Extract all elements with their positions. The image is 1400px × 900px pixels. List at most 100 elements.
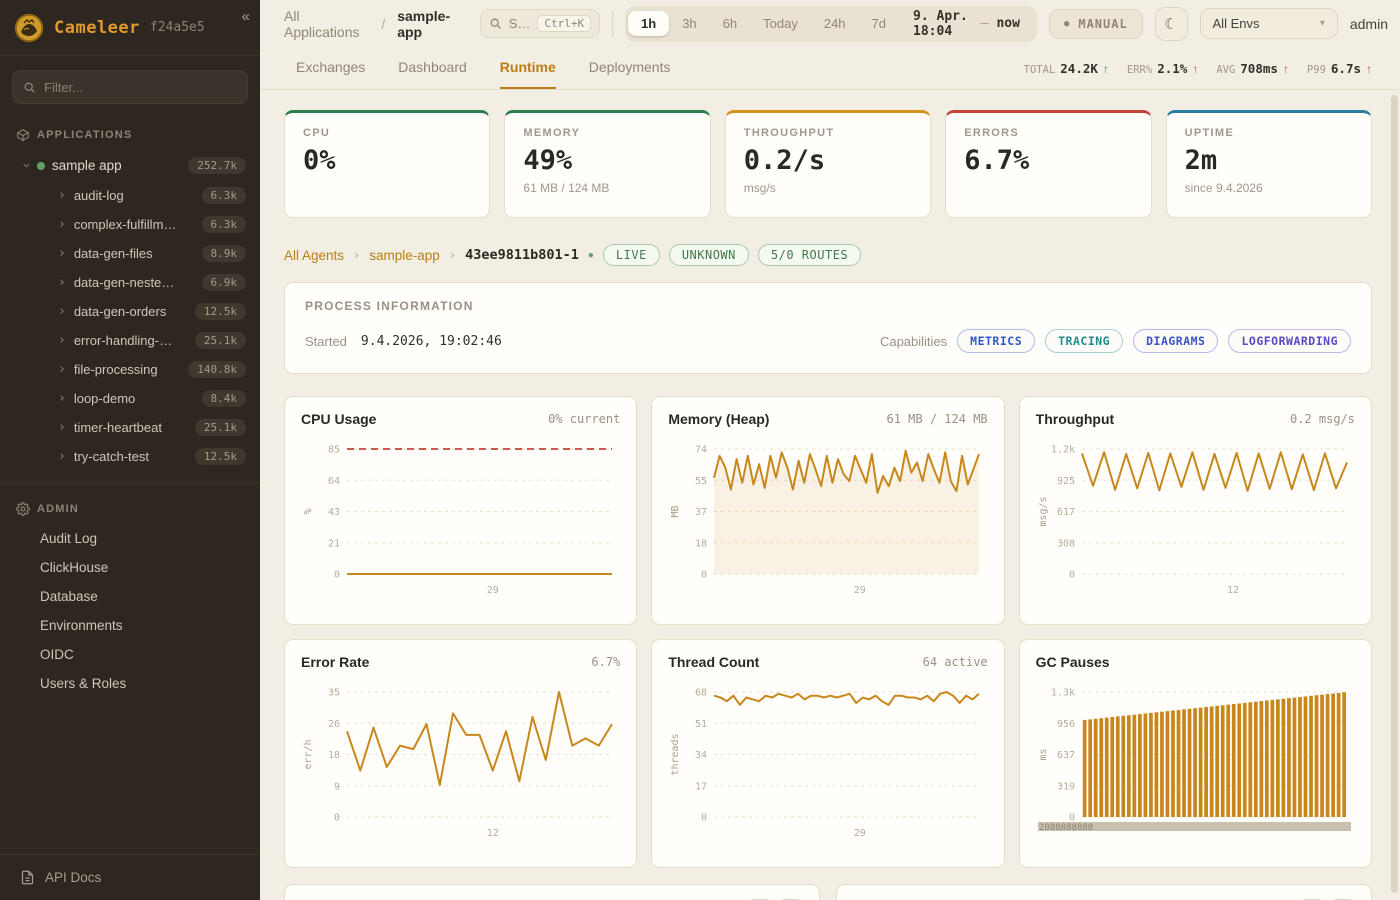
chart-current-value: 0.2 msg/s [1289, 412, 1355, 426]
filter-input[interactable] [44, 79, 237, 95]
sidebar-filter[interactable] [12, 70, 248, 104]
top-bar: All Applications / sample-app S… Ctrl+K … [260, 0, 1400, 47]
route-name: complex-fulfillm… [73, 217, 177, 232]
badge-routes: 5/0 ROUTES [757, 244, 862, 266]
sidebar-item-timer-heartbeat[interactable]: › timer-heartbeat 25.1k [0, 413, 260, 442]
metric-card-throughput: THROUGHPUT 0.2/s msg/s [724, 110, 932, 218]
chart-card-memory-heap: Memory (Heap) 61 MB / 124 MB 74 55 37 18 0 29… [651, 396, 1005, 625]
gc-pauses-chart: 1.3k 956 637 319 0 2088888888 ms [1036, 682, 1355, 847]
svg-text:51: 51 [695, 719, 707, 730]
breadcrumb-all-applications[interactable]: All Applications [284, 7, 360, 40]
sidebar-item-try-catch-test[interactable]: › try-catch-test 12.5k [0, 442, 260, 471]
sidebar-item-database[interactable]: Database [40, 589, 98, 604]
stat-value: 6.7s [1330, 60, 1361, 76]
time-range-today[interactable]: Today [750, 11, 811, 36]
sidebar-item-complex-fulfillment[interactable]: › complex-fulfillm… 6.3k [0, 210, 260, 239]
admin-section-header: ADMIN [0, 484, 260, 524]
cpu-usage-chart: 85 64 43 21 0 29% [301, 439, 620, 604]
svg-text:617: 617 [1057, 507, 1075, 518]
time-range-3h[interactable]: 3h [669, 11, 709, 36]
stat-label: P99 [1306, 63, 1326, 76]
env-selected-value: All Envs [1212, 16, 1260, 31]
chart-card-throughput: Throughput 0.2 msg/s 1.2k 925 617 308 0 12 msg… [1018, 396, 1372, 625]
svg-text:64: 64 [328, 476, 340, 487]
chart-current-value: 6.7% [591, 655, 621, 669]
sidebar-item-clickhouse[interactable]: ClickHouse [40, 560, 109, 575]
vertical-scrollbar[interactable] [1391, 95, 1398, 893]
stat-value: 24.2K [1060, 60, 1098, 76]
applications-section-header: APPLICATIONS [0, 110, 260, 150]
sidebar-item-data-gen-nested[interactable]: › data-gen-neste… 6.9k [0, 268, 260, 297]
route-name: timer-heartbeat [73, 420, 162, 435]
count-badge: 6.3k [201, 187, 246, 204]
sidebar-item-audit-log[interactable]: › audit-log 6.3k [0, 181, 260, 210]
sidebar-item-error-handling[interactable]: › error-handling-… 25.1k [0, 326, 260, 355]
sidebar-item-file-processing[interactable]: › file-processing 140.8k [0, 355, 260, 384]
time-range-7d[interactable]: 7d [859, 11, 899, 36]
sidebar-item-oidc[interactable]: OIDC [40, 647, 74, 662]
chevron-right-icon: › [58, 420, 66, 435]
api-docs-link[interactable]: API Docs [0, 854, 260, 900]
svg-text:35: 35 [328, 688, 340, 699]
chevron-right-icon: › [58, 333, 66, 348]
metric-label: THROUGHPUT [743, 127, 835, 139]
svg-text:0: 0 [1069, 813, 1075, 824]
svg-text:29: 29 [854, 585, 866, 596]
chevron-right-icon: › [58, 362, 66, 377]
all-agents-link[interactable]: All Agents [284, 247, 345, 263]
svg-text:%: % [303, 508, 314, 514]
stat-total: TOTAL 24.2K ↑ [1024, 61, 1109, 76]
svg-text:2088888888: 2088888888 [1039, 823, 1093, 833]
sidebar-item-audit-log-admin[interactable]: Audit Log [40, 531, 98, 546]
global-search-button[interactable]: S… Ctrl+K [479, 9, 601, 38]
time-window-display[interactable]: 9. Apr. 18:04 — now [899, 9, 1034, 39]
dark-mode-toggle[interactable]: ☾ [1154, 6, 1188, 41]
metric-sub: msg/s [743, 181, 776, 195]
svg-text:0: 0 [701, 570, 707, 581]
stat-label: AVG [1216, 63, 1236, 76]
sidebar-collapse-icon[interactable]: « [241, 8, 250, 25]
badge-unknown: UNKNOWN [668, 244, 749, 266]
metric-value: 2m [1184, 145, 1218, 176]
svg-text:18: 18 [695, 538, 707, 549]
tab-runtime[interactable]: Runtime [499, 47, 556, 89]
sidebar-item-sample-app[interactable]: › sample app 252.7k [0, 150, 260, 181]
stat-avg: AVG 708ms ↑ [1216, 61, 1289, 76]
sidebar-header: Cameleer f24a5e5 « [0, 0, 260, 56]
memory-heap-chart: 74 55 37 18 0 29 MB [668, 439, 987, 604]
sidebar-item-data-gen-orders[interactable]: › data-gen-orders 12.5k [0, 297, 260, 326]
sidebar-item-loop-demo[interactable]: › loop-demo 8.4k [0, 384, 260, 413]
summary-stats: TOTAL 24.2K ↑ ERR% 2.1% ↑ AVG 708ms ↑ P9… [1024, 47, 1372, 89]
svg-text:12: 12 [1227, 585, 1239, 596]
search-icon [24, 82, 35, 93]
manual-refresh-toggle[interactable]: ● MANUAL [1048, 8, 1143, 39]
environment-select[interactable]: All Envs ▾ [1199, 8, 1338, 39]
stat-label: ERR% [1126, 63, 1153, 76]
sidebar-item-environments[interactable]: Environments [40, 618, 123, 633]
time-range-24h[interactable]: 24h [811, 11, 859, 36]
sidebar-item-data-gen-files[interactable]: › data-gen-files 8.9k [0, 239, 260, 268]
error-rate-chart: 35 26 18 9 0 12 err/h [301, 682, 620, 847]
chevron-right-icon: › [58, 304, 66, 319]
time-range-6h[interactable]: 6h [710, 11, 750, 36]
svg-text:925: 925 [1057, 476, 1075, 487]
tab-exchanges[interactable]: Exchanges [296, 59, 366, 75]
agent-app-link[interactable]: sample-app [369, 247, 440, 263]
main-area: All Applications / sample-app S… Ctrl+K … [260, 0, 1400, 900]
metric-value: 0% [303, 145, 336, 176]
process-information-panel: PROCESS INFORMATION Started 9.4.2026, 19… [284, 282, 1372, 374]
tab-deployments[interactable]: Deployments [588, 59, 671, 75]
manual-status-dot: ● [1063, 18, 1071, 29]
svg-text:308: 308 [1057, 538, 1075, 549]
count-badge: 8.9k [201, 245, 246, 262]
current-user-label[interactable]: admin [1349, 15, 1388, 32]
svg-text:37: 37 [695, 507, 707, 518]
applications-label: APPLICATIONS [37, 129, 133, 141]
sidebar-item-users-roles[interactable]: Users & Roles [40, 676, 127, 691]
svg-text:0: 0 [334, 570, 340, 581]
tab-dashboard[interactable]: Dashboard [398, 59, 467, 75]
svg-text:1.2k: 1.2k [1051, 445, 1075, 456]
metric-value: 49% [523, 145, 573, 176]
time-range-1h[interactable]: 1h [628, 11, 670, 36]
sidebar: Cameleer f24a5e5 « APPLICATIONS › sample… [0, 0, 260, 900]
